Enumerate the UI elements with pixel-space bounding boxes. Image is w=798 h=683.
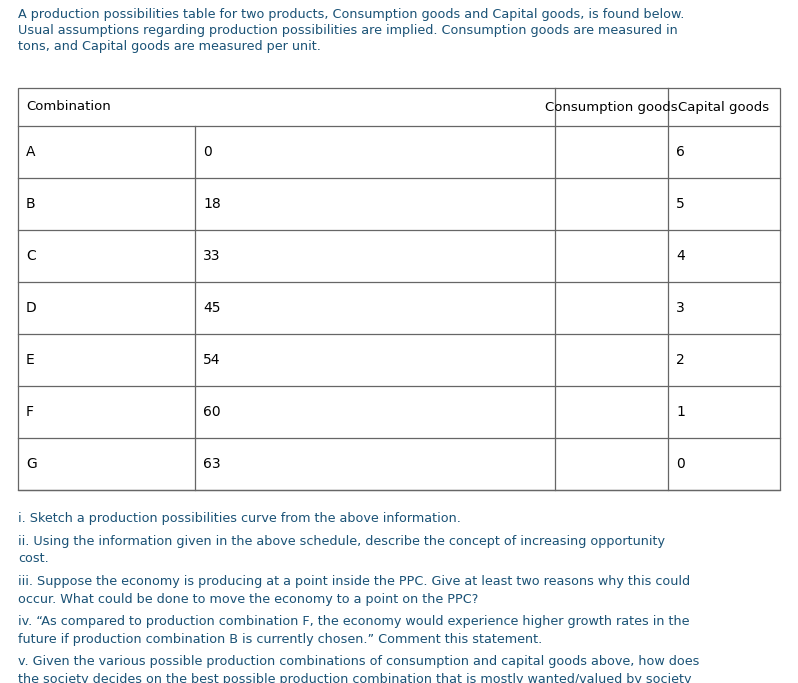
Text: D: D — [26, 301, 37, 315]
Text: 6: 6 — [676, 145, 685, 159]
Text: 60: 60 — [203, 405, 220, 419]
Text: 5: 5 — [676, 197, 685, 211]
Text: Combination: Combination — [26, 100, 111, 113]
Text: i. Sketch a production possibilities curve from the above information.: i. Sketch a production possibilities cur… — [18, 512, 461, 525]
Text: G: G — [26, 457, 37, 471]
Text: 4: 4 — [676, 249, 685, 263]
Text: Capital goods: Capital goods — [678, 100, 769, 113]
Text: B: B — [26, 197, 36, 211]
Text: iii. Suppose the economy is producing at a point inside the PPC. Give at least t: iii. Suppose the economy is producing at… — [18, 575, 690, 606]
Text: 18: 18 — [203, 197, 221, 211]
Text: 1: 1 — [676, 405, 685, 419]
Text: F: F — [26, 405, 34, 419]
Text: 45: 45 — [203, 301, 220, 315]
Text: Usual assumptions regarding production possibilities are implied. Consumption go: Usual assumptions regarding production p… — [18, 24, 678, 37]
Text: Consumption goods: Consumption goods — [545, 100, 678, 113]
Text: 2: 2 — [676, 353, 685, 367]
Text: 33: 33 — [203, 249, 220, 263]
Text: 3: 3 — [676, 301, 685, 315]
Bar — [18, 88, 780, 490]
Text: A: A — [26, 145, 35, 159]
Text: v. Given the various possible production combinations of consumption and capital: v. Given the various possible production… — [18, 655, 699, 683]
Text: E: E — [26, 353, 35, 367]
Text: ii. Using the information given in the above schedule, describe the concept of i: ii. Using the information given in the a… — [18, 535, 665, 566]
Text: 54: 54 — [203, 353, 220, 367]
Text: iv. “As compared to production combination F, the economy would experience highe: iv. “As compared to production combinati… — [18, 615, 689, 645]
Text: 0: 0 — [203, 145, 211, 159]
Text: C: C — [26, 249, 36, 263]
Text: 63: 63 — [203, 457, 220, 471]
Text: A production possibilities table for two products, Consumption goods and Capital: A production possibilities table for two… — [18, 8, 685, 21]
Text: tons, and Capital goods are measured per unit.: tons, and Capital goods are measured per… — [18, 40, 321, 53]
Text: 0: 0 — [676, 457, 685, 471]
